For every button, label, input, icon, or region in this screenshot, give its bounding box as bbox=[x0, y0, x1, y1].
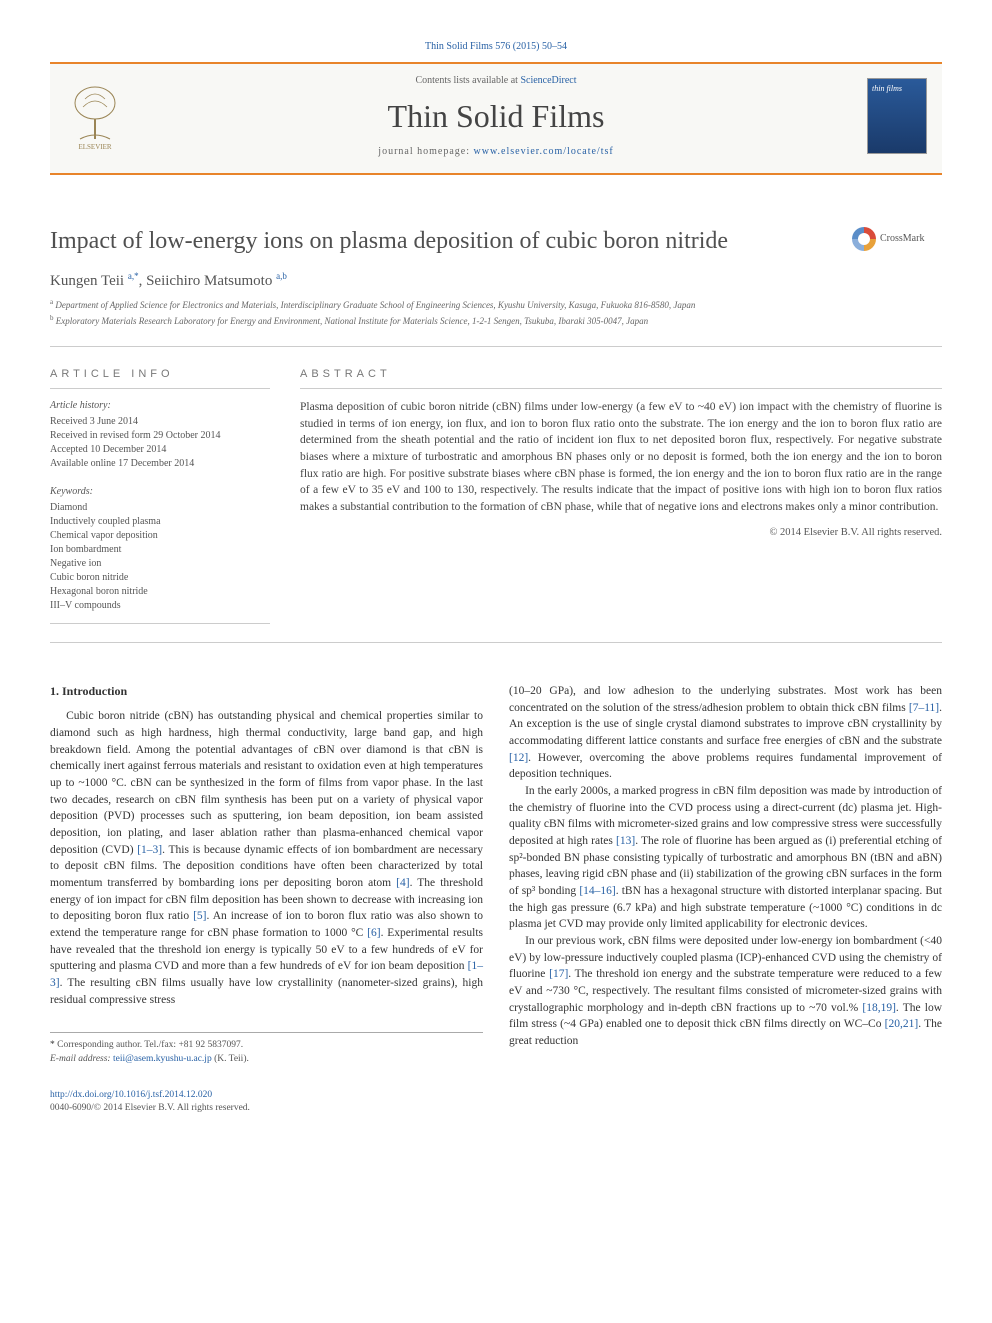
intro-text: . The resulting cBN films usually have l… bbox=[50, 977, 483, 1006]
intro-paragraph-1-cont: (10–20 GPa), and low adhesion to the und… bbox=[509, 683, 942, 783]
keyword: Diamond bbox=[50, 501, 270, 515]
abstract-column: ABSTRACT Plasma deposition of cubic boro… bbox=[300, 367, 942, 624]
history-revised: Received in revised form 29 October 2014 bbox=[50, 429, 270, 443]
keyword: Cubic boron nitride bbox=[50, 571, 270, 585]
homepage-prefix: journal homepage: bbox=[378, 146, 473, 157]
section-1-head: 1. Introduction bbox=[50, 683, 483, 700]
contents-available-line: Contents lists available at ScienceDirec… bbox=[140, 74, 852, 88]
history-accepted: Accepted 10 December 2014 bbox=[50, 443, 270, 457]
ref-link[interactable]: [4] bbox=[396, 877, 409, 889]
intro-text: . However, overcoming the above problems… bbox=[509, 752, 942, 781]
abstract-head: ABSTRACT bbox=[300, 367, 942, 389]
elsevier-tree-logo-icon: ELSEVIER bbox=[65, 81, 125, 151]
keyword: Inductively coupled plasma bbox=[50, 515, 270, 529]
abstract-copyright: © 2014 Elsevier B.V. All rights reserved… bbox=[300, 526, 942, 541]
journal-cover-slot: thin films bbox=[852, 78, 942, 154]
svg-text:ELSEVIER: ELSEVIER bbox=[78, 143, 111, 151]
issn-copyright-line: 0040-6090/© 2014 Elsevier B.V. All right… bbox=[50, 1102, 942, 1115]
corresponding-author-footnote: * Corresponding author. Tel./fax: +81 92… bbox=[50, 1032, 483, 1067]
corr-author-email-link[interactable]: teii@asem.kyushu-u.ac.jp bbox=[113, 1054, 212, 1064]
section-divider bbox=[50, 642, 942, 643]
ref-link[interactable]: [17] bbox=[549, 968, 568, 980]
author-separator: , bbox=[139, 273, 147, 289]
crossmark-icon bbox=[852, 227, 876, 251]
crossmark-label: CrossMark bbox=[880, 232, 924, 246]
intro-text: (10–20 GPa), and low adhesion to the und… bbox=[509, 685, 942, 714]
ref-link[interactable]: [12] bbox=[509, 752, 528, 764]
contents-prefix: Contents lists available at bbox=[415, 75, 520, 86]
page-footer: http://dx.doi.org/10.1016/j.tsf.2014.12.… bbox=[50, 1089, 942, 1116]
affil-a-text: Department of Applied Science for Electr… bbox=[55, 300, 695, 310]
intro-text: Cubic boron nitride (cBN) has outstandin… bbox=[50, 710, 483, 855]
email-suffix: (K. Teii). bbox=[212, 1054, 249, 1064]
doi-link[interactable]: http://dx.doi.org/10.1016/j.tsf.2014.12.… bbox=[50, 1090, 212, 1100]
ref-link[interactable]: [1–3] bbox=[137, 844, 162, 856]
keyword: III–V compounds bbox=[50, 599, 270, 613]
body-column-left: 1. Introduction Cubic boron nitride (cBN… bbox=[50, 683, 483, 1067]
keyword: Negative ion bbox=[50, 557, 270, 571]
keyword: Hexagonal boron nitride bbox=[50, 585, 270, 599]
affil-a-sup: a bbox=[50, 298, 53, 306]
affiliation-b: b Exploratory Materials Research Laborat… bbox=[50, 314, 942, 328]
journal-cover-text: thin films bbox=[868, 79, 926, 98]
keyword: Chemical vapor deposition bbox=[50, 529, 270, 543]
article-info-head: ARTICLE INFO bbox=[50, 367, 270, 389]
intro-paragraph-1: Cubic boron nitride (cBN) has outstandin… bbox=[50, 708, 483, 1008]
keywords-label: Keywords: bbox=[50, 485, 270, 499]
ref-link[interactable]: [20,21] bbox=[885, 1018, 919, 1030]
journal-homepage-link[interactable]: www.elsevier.com/locate/tsf bbox=[474, 146, 614, 157]
journal-homepage-line: journal homepage: www.elsevier.com/locat… bbox=[140, 145, 852, 159]
intro-paragraph-2: In the early 2000s, a marked progress in… bbox=[509, 783, 942, 933]
abstract-text: Plasma deposition of cubic boron nitride… bbox=[300, 399, 942, 516]
article-title: Impact of low-energy ions on plasma depo… bbox=[50, 225, 852, 259]
history-online: Available online 17 December 2014 bbox=[50, 457, 270, 471]
ref-link[interactable]: [6] bbox=[367, 927, 380, 939]
author-list: Kungen Teii a,*, Seiichiro Matsumoto a,b bbox=[50, 270, 942, 292]
affil-b-text: Exploratory Materials Research Laborator… bbox=[56, 316, 648, 326]
history-received: Received 3 June 2014 bbox=[50, 415, 270, 429]
journal-header: ELSEVIER Contents lists available at Sci… bbox=[50, 62, 942, 175]
body-two-column: 1. Introduction Cubic boron nitride (cBN… bbox=[50, 683, 942, 1067]
body-column-right: (10–20 GPa), and low adhesion to the und… bbox=[509, 683, 942, 1067]
ref-link[interactable]: [13] bbox=[616, 835, 635, 847]
author-2-name: Seiichiro Matsumoto bbox=[146, 273, 272, 289]
keyword: Ion bombardment bbox=[50, 543, 270, 557]
article-info-column: ARTICLE INFO Article history: Received 3… bbox=[50, 367, 270, 624]
author-1-name: Kungen Teii bbox=[50, 273, 124, 289]
keywords-block: Keywords: Diamond Inductively coupled pl… bbox=[50, 485, 270, 624]
journal-name: Thin Solid Films bbox=[140, 94, 852, 139]
affil-b-sup: b bbox=[50, 314, 54, 322]
history-label: Article history: bbox=[50, 399, 270, 413]
section-divider bbox=[50, 346, 942, 347]
intro-paragraph-3: In our previous work, cBN films were dep… bbox=[509, 933, 942, 1050]
email-label: E-mail address: bbox=[50, 1054, 113, 1064]
crossmark-badge[interactable]: CrossMark bbox=[852, 225, 942, 253]
ref-link[interactable]: [5] bbox=[193, 910, 206, 922]
sciencedirect-link[interactable]: ScienceDirect bbox=[520, 75, 576, 86]
affiliation-a: a Department of Applied Science for Elec… bbox=[50, 298, 942, 312]
corr-author-contact: Corresponding author. Tel./fax: +81 92 5… bbox=[57, 1040, 243, 1050]
publisher-logo-slot: ELSEVIER bbox=[50, 81, 140, 151]
journal-reference: Thin Solid Films 576 (2015) 50–54 bbox=[50, 40, 942, 54]
ref-link[interactable]: [7–11] bbox=[909, 702, 939, 714]
article-history: Article history: Received 3 June 2014 Re… bbox=[50, 399, 270, 471]
ref-link[interactable]: [14–16] bbox=[579, 885, 615, 897]
author-2-affil-sup: a,b bbox=[276, 271, 287, 281]
ref-link[interactable]: [18,19] bbox=[862, 1002, 896, 1014]
journal-cover-thumbnail: thin films bbox=[867, 78, 927, 154]
